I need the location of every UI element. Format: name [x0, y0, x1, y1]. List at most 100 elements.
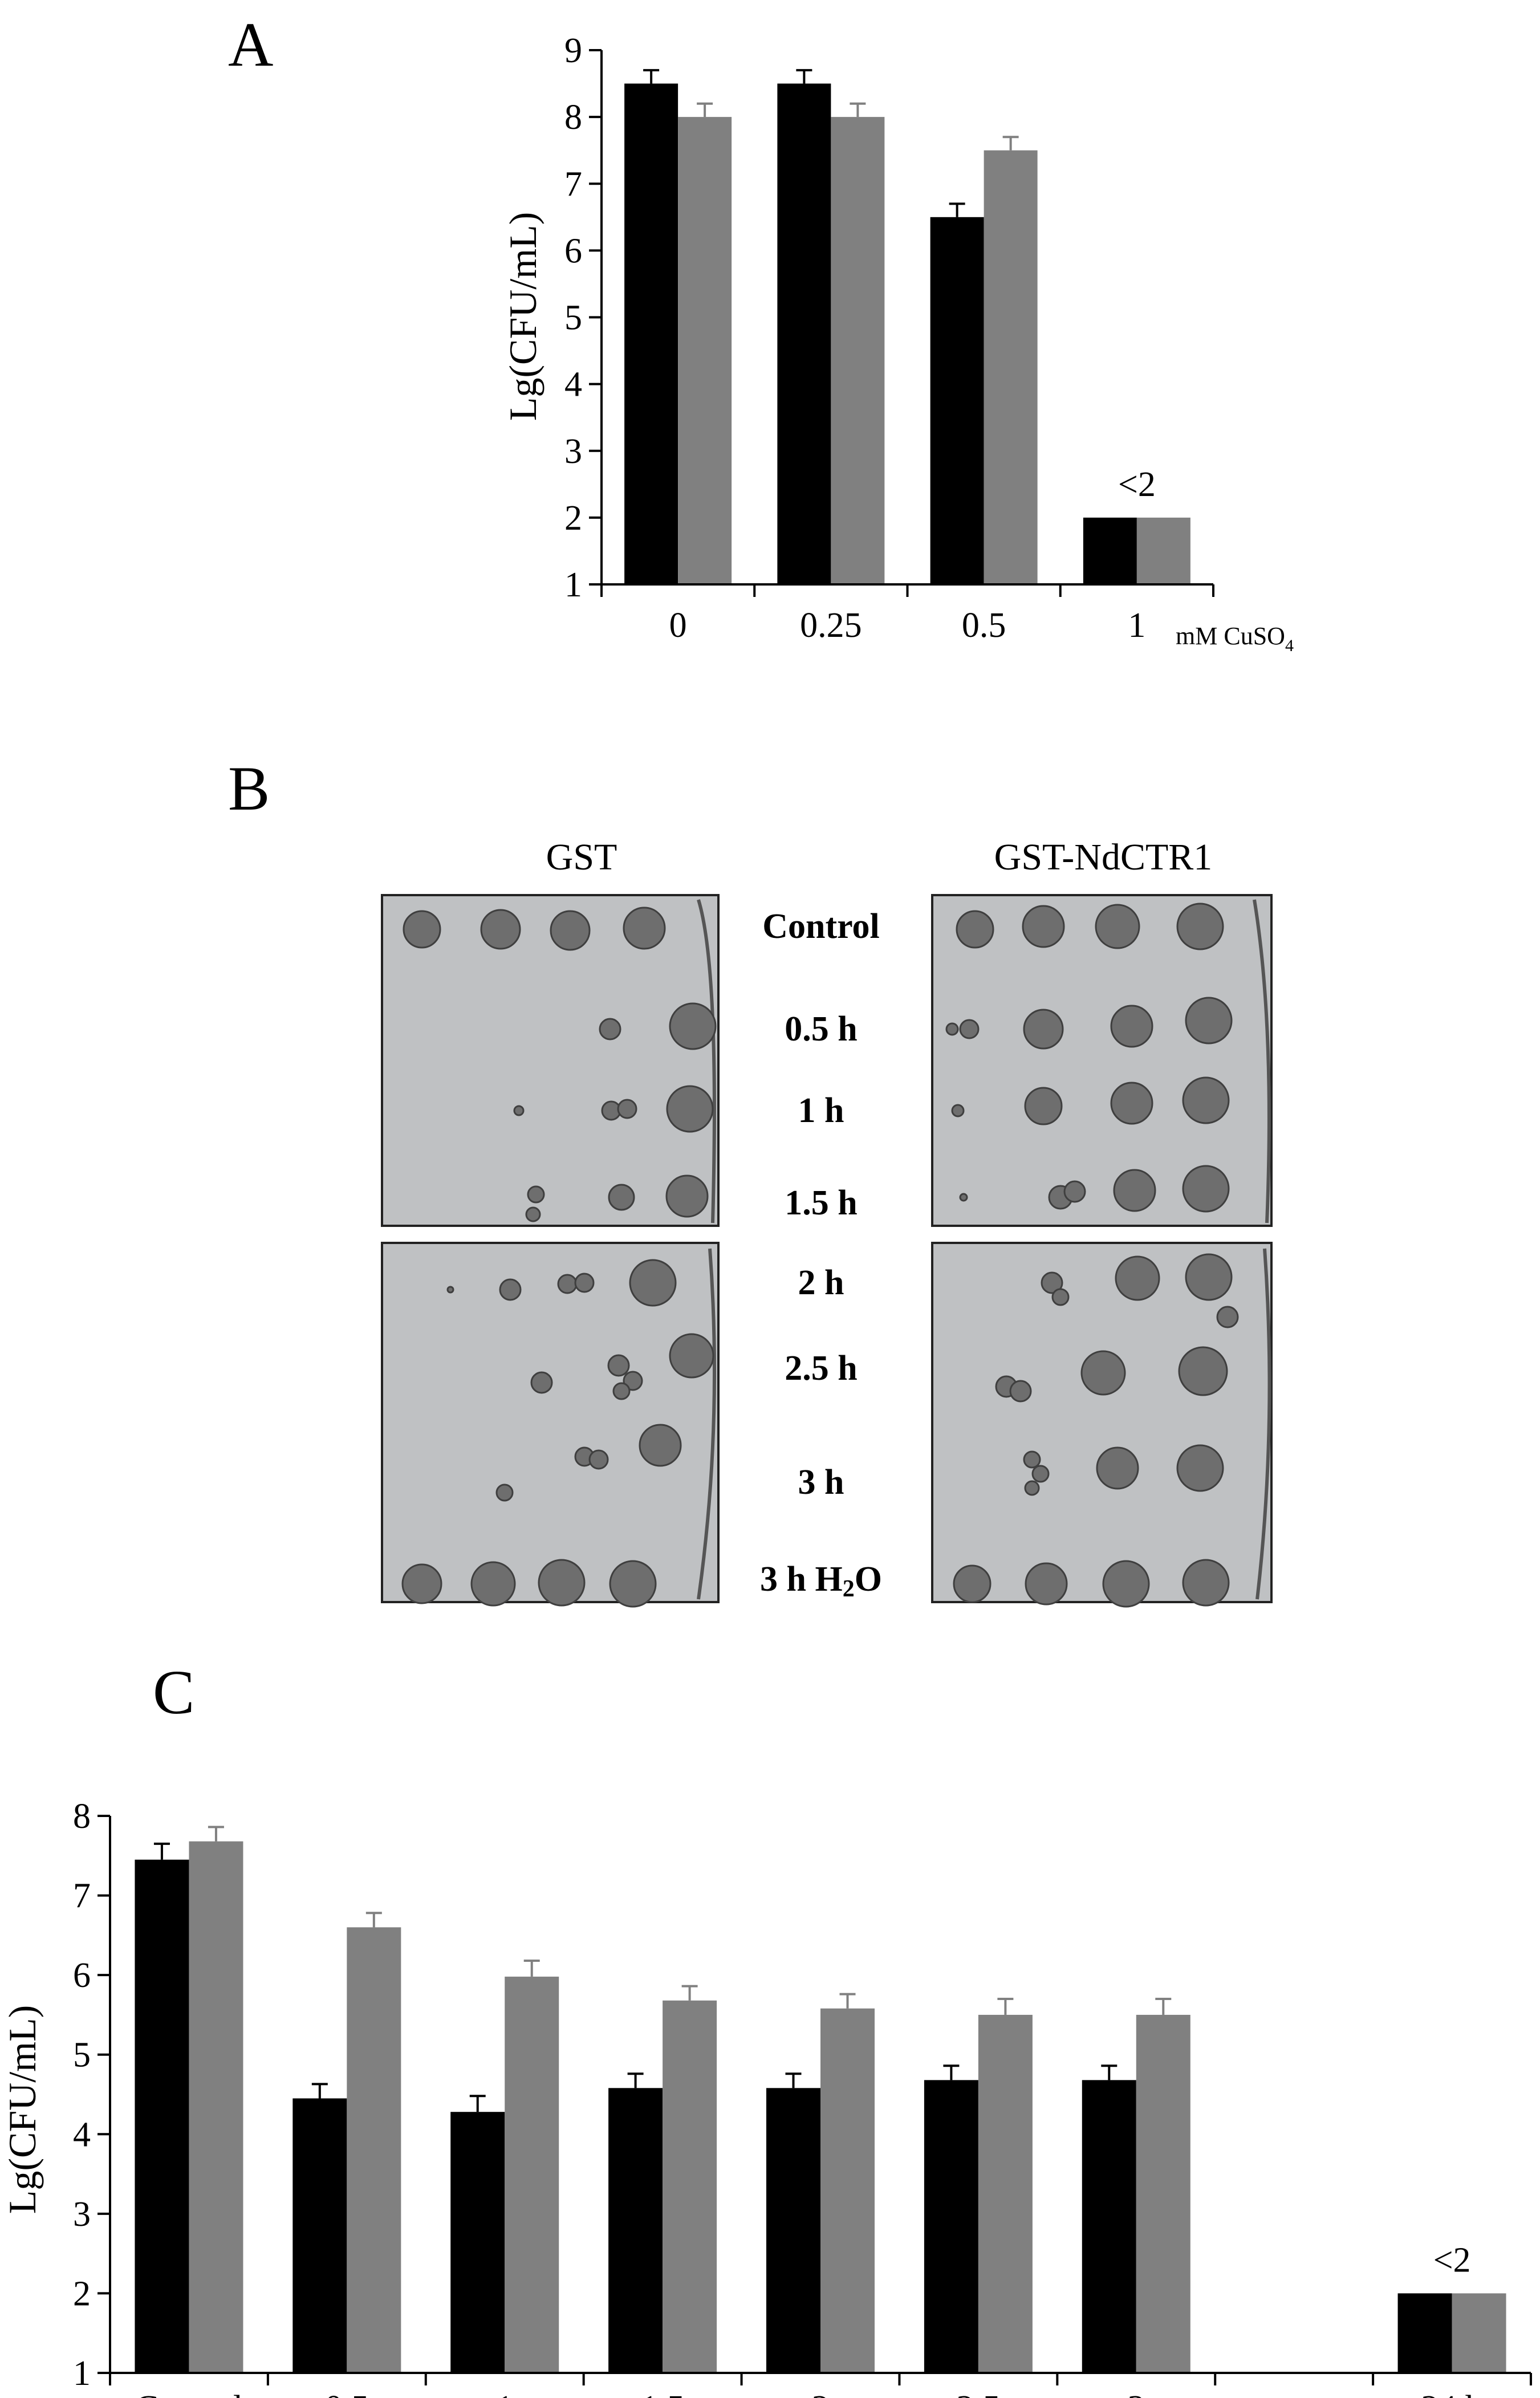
chart-c: 1 2 3 4 5 6 7 8 Control 0.5 1 1.5 2 2.5 3 24 h Lg(CFU/…: [1, 1797, 1532, 2398]
chart-a-unit-text: mM CuSO: [1176, 622, 1285, 650]
colony: [1185, 997, 1233, 1044]
colony: [1041, 1271, 1063, 1294]
colony: [1022, 905, 1065, 948]
chart-a-unit-subscript: 4: [1285, 636, 1294, 655]
chart-c-y-ticks: 1 2 3 4 5 6 7 8: [73, 1797, 110, 2393]
row-label-7-subscript: 2: [843, 1576, 855, 1602]
colony: [480, 909, 521, 950]
y-tick-label: 8: [564, 98, 582, 137]
colony: [1095, 904, 1140, 949]
colony: [608, 1184, 635, 1211]
x-tick-label: 1.5: [640, 2389, 685, 2398]
y-tick-label: 5: [564, 299, 582, 338]
chart-a-annotation: <2: [1118, 465, 1156, 504]
colony: [1185, 1253, 1233, 1301]
y-tick-label: 6: [564, 231, 582, 270]
y-tick-label: 5: [73, 2036, 91, 2075]
colony: [951, 1104, 965, 1117]
colony: [1115, 1255, 1160, 1301]
chart-c-bars: [135, 1841, 1506, 2373]
y-tick-label: 1: [564, 566, 582, 604]
y-tick-label: 1: [73, 2354, 91, 2393]
colony: [945, 1022, 959, 1036]
bar-series-2: [831, 117, 885, 584]
colony: [495, 1483, 514, 1502]
colony: [499, 1278, 522, 1301]
x-tick-label: 3: [1127, 2389, 1145, 2398]
colony: [665, 1174, 709, 1218]
plate-left-top: [381, 894, 720, 1227]
colony: [1096, 1446, 1139, 1490]
bar-series-2: [678, 117, 732, 584]
row-label-7: 3 h H2O: [760, 1560, 882, 1602]
row-label-0: Control: [762, 907, 880, 946]
bar-series-2: [663, 2000, 717, 2373]
colony: [588, 1449, 609, 1470]
colony: [513, 1105, 525, 1116]
colony: [1216, 1306, 1239, 1328]
row-label-4: 2 h: [798, 1263, 844, 1302]
colony: [1080, 1350, 1126, 1396]
bar-series-1: [608, 2088, 663, 2373]
colony: [639, 1424, 682, 1467]
panel-letter-a: A: [228, 10, 273, 79]
colony: [609, 1560, 657, 1608]
x-tick-label: 0.25: [800, 606, 862, 645]
bar-series-2: [820, 2008, 875, 2373]
colony: [1110, 1082, 1153, 1125]
bar-series-1: [777, 83, 831, 584]
colony: [1178, 1346, 1228, 1396]
bar-series-1: [450, 2112, 505, 2373]
x-tick-label: Control: [135, 2389, 243, 2398]
x-tick-label: 1: [1128, 606, 1145, 645]
colony: [1023, 1450, 1041, 1469]
colony: [953, 1564, 992, 1603]
panel-letter-c: C: [153, 1657, 194, 1727]
colony: [538, 1559, 586, 1607]
colony: [612, 1382, 631, 1400]
colony: [1025, 1562, 1068, 1606]
bar-series-2: [505, 1976, 559, 2373]
y-tick-label: 4: [73, 2115, 91, 2154]
y-tick-label: 7: [73, 1877, 91, 1916]
colony: [1063, 1180, 1086, 1203]
colony: [525, 1206, 541, 1222]
chart-a-y-ticks: 1 2 3 4 5 6 7 8 9: [564, 31, 602, 604]
bar-series-1: [624, 83, 678, 584]
bar-series-2: [978, 2014, 1033, 2373]
chart-c-error-bars: [153, 1826, 1172, 2112]
plate-right-title: GST-NdCTR1: [994, 836, 1213, 878]
plate-right-bottom-rim: [1255, 1248, 1271, 1600]
colony: [1031, 1465, 1050, 1483]
row-label-6: 3 h: [798, 1463, 844, 1502]
bar-series-2: [984, 150, 1038, 584]
colony: [1009, 1380, 1032, 1403]
colony: [1023, 1009, 1064, 1050]
row-label-5: 2.5 h: [785, 1349, 857, 1388]
colony: [599, 1018, 621, 1041]
colony: [527, 1185, 545, 1204]
bar-series-1: [1397, 2293, 1452, 2373]
colony: [623, 907, 666, 950]
y-tick-label: 2: [564, 499, 582, 538]
bar-series-2: [189, 1841, 243, 2373]
colony: [550, 910, 591, 951]
chart-c-x-ticks: Control 0.5 1 1.5 2 2.5 3 24 h: [109, 2373, 1532, 2398]
colony: [669, 1002, 717, 1050]
colony: [446, 1286, 454, 1294]
bar-series-1: [930, 217, 984, 584]
x-tick-label: 2.5: [956, 2389, 1001, 2398]
x-tick-label: 2: [812, 2389, 830, 2398]
colonies: [401, 903, 1239, 1608]
row-label-7-text: 3 h H: [760, 1560, 843, 1599]
bar-series-2: [347, 1927, 401, 2373]
colony: [557, 1274, 578, 1294]
colony: [1110, 1005, 1153, 1048]
x-tick-label: 24 h: [1421, 2389, 1483, 2398]
row-label-7-suffix: O: [855, 1560, 882, 1599]
row-label-1: 0.5 h: [785, 1010, 857, 1048]
y-tick-label: 2: [73, 2274, 91, 2313]
colony: [959, 1019, 980, 1039]
colony: [1176, 903, 1224, 950]
